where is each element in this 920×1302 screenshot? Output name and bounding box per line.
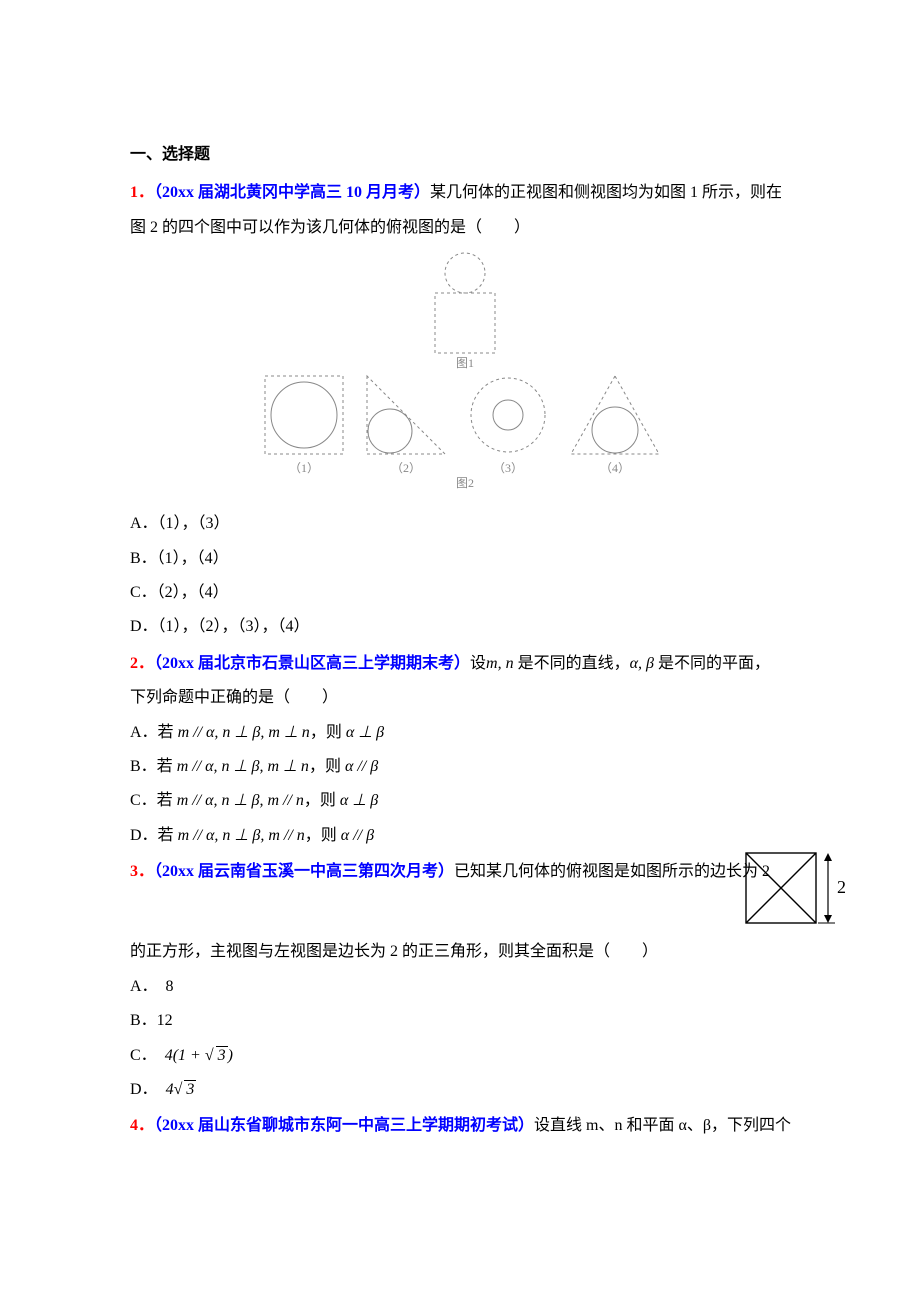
q2-line2: 下列命题中正确的是（ ） xyxy=(130,683,800,713)
q3-figure: 2 xyxy=(740,847,850,937)
q1-line1: 1．（20xx 届湖北黄冈中学高三 10 月月考）某几何体的正视图和侧视图均为如… xyxy=(130,178,800,208)
q2-t1c: 是不同的平面， xyxy=(654,655,770,672)
q1-optA: A．（1），（3） xyxy=(130,509,800,539)
q1-optD: D．（1），（2），（3），（4） xyxy=(130,612,800,642)
q3-options: A． 8 B．12 C． 4(1 + √3) D． 4√3 xyxy=(130,972,800,1106)
q4-text: 设直线 m、n 和平面 α、β，下列四个 xyxy=(534,1117,791,1134)
q1-optB: B．（1），（4） xyxy=(130,544,800,574)
q1-optC: C．（2），（4） xyxy=(130,578,800,608)
q2-options: A．若 m // α, n ⊥ β, m ⊥ n，则 α ⊥ β B．若 m /… xyxy=(130,718,800,852)
q3-number: 3． xyxy=(130,863,154,880)
q3-dim-label: 2 xyxy=(837,877,846,897)
q3-text1: 已知某几何体的俯视图是如图所示的边长为 2 xyxy=(454,863,770,880)
svg-text:（3）: （3） xyxy=(493,461,523,475)
section-title: 一、选择题 xyxy=(130,140,800,170)
q2-t1b: 是不同的直线， xyxy=(514,655,630,672)
q3-line2: 的正方形，主视图与左视图是边长为 2 的正三角形，则其全面积是（ ） xyxy=(130,937,800,967)
q1-options: A．（1），（3） B．（1），（4） C．（2），（4） D．（1），（2），… xyxy=(130,509,800,643)
q3-line1: 3．（20xx 届云南省玉溪一中高三第四次月考）已知某几何体的俯视图是如图所示的… xyxy=(130,857,800,887)
q1-text1: 某几何体的正视图和侧视图均为如图 1 所示，则在 xyxy=(430,184,782,201)
svg-text:（2）: （2） xyxy=(391,461,421,475)
q2-ab: α, β xyxy=(630,655,654,672)
q4-number: 4． xyxy=(130,1117,154,1134)
q4-source: （20xx 届山东省聊城市东阿一中高三上学期期初考试） xyxy=(154,1117,534,1134)
q2-t1a: 设 xyxy=(470,655,486,672)
q2-optA: A．若 m // α, n ⊥ β, m ⊥ n，则 α ⊥ β xyxy=(130,718,800,748)
q1-source: （20xx 届湖北黄冈中学高三 10 月月考） xyxy=(154,184,430,201)
q3-optC: C． 4(1 + √3) xyxy=(130,1041,800,1071)
q2-optD: D．若 m // α, n ⊥ β, m // n，则 α // β xyxy=(130,821,800,851)
svg-text:（4）: （4） xyxy=(600,461,630,475)
q2-line1: 2．（20xx 届北京市石景山区高三上学期期末考）设m, n 是不同的直线，α,… xyxy=(130,649,800,679)
q3-optA: A． 8 xyxy=(130,972,800,1002)
q1-line2: 图 2 的四个图中可以作为该几何体的俯视图的是（ ） xyxy=(130,213,800,243)
q2-number: 2． xyxy=(130,655,154,672)
q1-number: 1． xyxy=(130,184,154,201)
q3-source: （20xx 届云南省玉溪一中高三第四次月考） xyxy=(154,863,454,880)
q3-optB: B．12 xyxy=(130,1006,800,1036)
q2-source: （20xx 届北京市石景山区高三上学期期末考） xyxy=(154,655,470,672)
q4-line: 4．（20xx 届山东省聊城市东阿一中高三上学期期初考试）设直线 m、n 和平面… xyxy=(130,1111,800,1141)
q1-fig1-label: 图1 xyxy=(456,356,474,370)
q2-optB: B．若 m // α, n ⊥ β, m ⊥ n，则 α // β xyxy=(130,752,800,782)
q3-optD: D． 4√3 xyxy=(130,1075,800,1105)
q1-figure2-svg: （1） （2） （3） （4） 图2 xyxy=(255,371,675,491)
q1-figure1-svg: 图1 xyxy=(415,251,515,371)
q2-mn: m, n xyxy=(486,655,514,672)
q2-optC: C．若 m // α, n ⊥ β, m // n，则 α ⊥ β xyxy=(130,786,800,816)
q1-figures: 图1 （1） （2） （3） （4） 图2 xyxy=(130,251,800,491)
svg-text:（1）: （1） xyxy=(289,461,319,475)
q1-fig2-label: 图2 xyxy=(456,476,474,490)
